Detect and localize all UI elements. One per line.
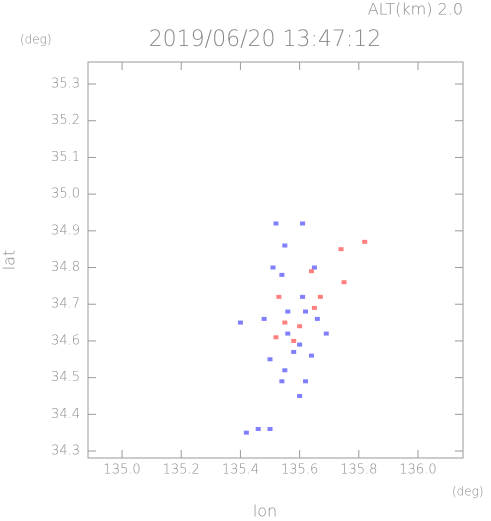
echo-point [300,294,306,299]
y-tick-label: 34.7 [51,297,80,312]
echo-point [243,430,249,435]
echo-point [297,342,303,347]
echo-point [308,269,314,274]
y-tick-label: 35.0 [51,187,80,202]
y-unit: (deg) [20,33,52,47]
x-tick-label: 135.6 [281,463,318,478]
x-unit: (deg) [452,485,484,499]
y-tick-label: 34.5 [51,370,80,385]
plot-frame [87,61,464,459]
echo-point [303,379,309,384]
echo-point [308,353,314,358]
subtitle: ALT(km) 2.0 [368,0,463,19]
echo-point [341,280,347,285]
y-tick-label: 34.6 [51,333,80,348]
echo-point [311,305,317,310]
x-tick-label: 135.4 [222,463,259,478]
echo-point [303,309,309,314]
y-tick-label: 35.3 [51,77,80,92]
echo-point [279,379,285,384]
echo-point [338,247,344,252]
y-tick-label: 35.2 [51,113,80,128]
echo-point [300,221,306,226]
chart-title: 2019/06/20 13:47:12 [149,27,382,52]
x-tick-label: 135.0 [103,463,140,478]
y-tick-label: 34.9 [51,223,80,238]
x-axis-label: lon [253,502,277,521]
y-tick-label: 35.1 [51,150,80,165]
y-tick-label: 34.8 [51,260,80,275]
echo-point [291,338,297,343]
echo-point [291,349,297,354]
echo-point [362,239,368,244]
echo-point [273,335,279,340]
echo-point [285,309,291,314]
echo-point [267,427,273,432]
echo-point [323,331,329,336]
echo-point [270,265,276,270]
echo-point [255,427,261,432]
echo-point [285,331,291,336]
echo-point [237,320,243,325]
echo-point [267,357,273,362]
y-tick-label: 34.3 [51,444,80,459]
echo-point [311,265,317,270]
echo-point [279,272,285,277]
echo-point [282,320,288,325]
echo-point [282,368,288,373]
echo-point [297,393,303,398]
echo-point [297,324,303,329]
echo-point [317,294,323,299]
x-tick-label: 135.8 [340,463,377,478]
x-tick-label: 135.2 [163,463,200,478]
y-axis-label: lat [0,250,19,271]
echo-point [282,243,288,248]
echo-point [314,316,320,321]
echo-point [261,316,267,321]
echo-point [273,221,279,226]
echo-point [276,294,282,299]
x-tick-label: 136.0 [399,463,436,478]
y-tick-label: 34.4 [51,407,80,422]
